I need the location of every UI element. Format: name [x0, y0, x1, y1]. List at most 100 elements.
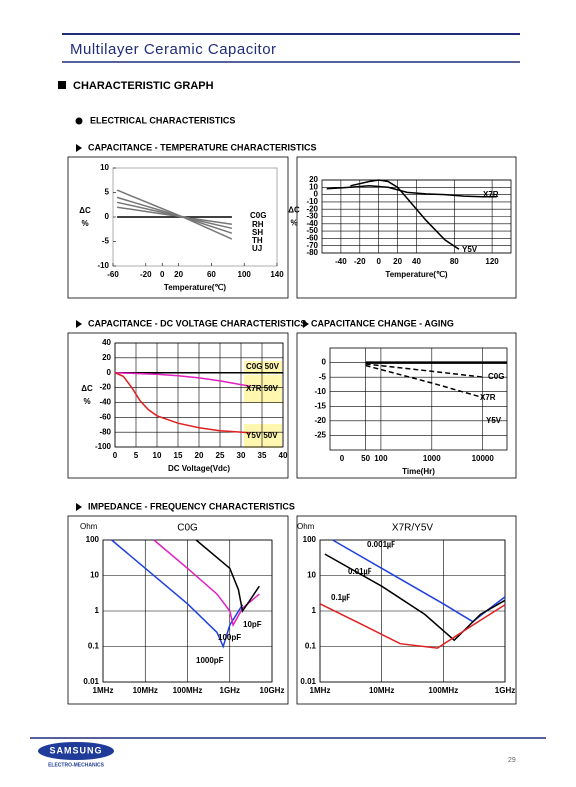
chart-frame	[67, 332, 289, 479]
x-tick-label: 80	[450, 257, 459, 266]
x-tick-label: 10	[153, 451, 162, 460]
y-tick-label: 10	[309, 182, 318, 191]
y-tick-label: -60	[99, 412, 111, 421]
section-title: CHARACTERISTIC GRAPH	[73, 80, 214, 92]
y-tick-label: -40	[306, 219, 318, 228]
x-axis-label: Time(Hr)	[402, 467, 435, 476]
x-tick-label: 20	[195, 451, 204, 460]
x-tick-label: 20	[174, 270, 183, 279]
series-line	[365, 363, 483, 378]
bullet	[75, 117, 83, 125]
arrow	[76, 144, 82, 152]
y-tick-label: -80	[306, 248, 318, 257]
series-line	[332, 539, 506, 623]
logo	[38, 742, 114, 760]
y-tick-label: 100	[303, 535, 317, 544]
x-tick-label: 100	[374, 454, 388, 463]
series-label: 100pF	[218, 633, 241, 642]
x-tick-label: 20	[393, 257, 402, 266]
x-axis-label: Temperature(℃)	[385, 270, 448, 279]
series-label: Y5V 50V	[246, 431, 278, 440]
series-label: 0.01㎌	[348, 567, 372, 577]
y-tick-label: 0.01	[83, 677, 99, 686]
chart-title: C0G	[177, 523, 198, 534]
series-label: C0G	[250, 211, 266, 220]
x-tick-label: -20	[140, 270, 152, 279]
y-tick-label: -40	[99, 398, 111, 407]
y-tick-label: 0.1	[88, 642, 100, 651]
x-tick-label: 10MHz	[133, 686, 158, 695]
y-tick-label: 5	[105, 188, 110, 197]
y-tick-label: -70	[306, 241, 318, 250]
y-tick-label: 20	[309, 175, 318, 184]
chart-frame	[296, 156, 517, 299]
series-label: Y5V	[486, 416, 502, 425]
y-axis-label: Ohm	[297, 522, 315, 531]
x-tick-label: 10000	[472, 454, 495, 463]
y-tick-label: -20	[99, 383, 111, 392]
arrow	[76, 503, 82, 511]
x-tick-label: 140	[270, 270, 284, 279]
y-tick-label: -10	[314, 387, 326, 396]
x-tick-label: 10GHz	[260, 686, 285, 695]
y-tick-label: -30	[306, 212, 318, 221]
x-tick-label: 0	[113, 451, 118, 460]
division: ELECTRO-MECHANICS	[48, 762, 104, 768]
chart-frame	[296, 515, 517, 705]
series-line	[153, 539, 260, 628]
series-line	[116, 189, 233, 240]
series-line	[324, 553, 506, 642]
y-axis-unit: %	[290, 219, 297, 228]
y-tick-label: -10	[97, 261, 109, 270]
series-label: X7R	[480, 393, 496, 402]
bullet	[58, 81, 66, 89]
plot-area	[329, 347, 508, 451]
x-tick-label: 1GHz	[220, 686, 240, 695]
heading: IMPEDANCE - FREQUENCY CHARACTERISTICS	[88, 501, 295, 511]
x-tick-label: 0	[160, 270, 165, 279]
x-axis-label: Temperature(℃)	[164, 283, 227, 292]
header-title: Multilayer Ceramic Capacitor	[70, 41, 277, 58]
x-tick-label: 40	[412, 257, 421, 266]
heading: CAPACITANCE - DC VOLTAGE CHARACTERISTICS	[88, 318, 306, 328]
x-tick-label: 35	[258, 451, 267, 460]
series-line	[319, 603, 506, 649]
label-box	[244, 361, 282, 374]
series-line	[365, 364, 483, 399]
y-tick-label: -20	[306, 204, 318, 213]
y-tick-label: -15	[314, 401, 326, 410]
x-tick-label: 100	[238, 270, 252, 279]
chart-frame	[67, 156, 289, 299]
x-tick-label: 0	[340, 454, 345, 463]
y-tick-label: 10	[90, 571, 99, 580]
x-tick-label: 10MHz	[369, 686, 394, 695]
series-label: UJ	[252, 244, 262, 253]
y-axis-label: ΔC	[79, 206, 91, 215]
heading: CAPACITANCE CHANGE - AGING	[311, 318, 454, 328]
y-axis-unit: %	[81, 219, 88, 228]
y-tick-label: -25	[314, 431, 326, 440]
y-tick-label: 0.1	[305, 642, 317, 651]
y-tick-label: 0	[322, 358, 327, 367]
series-label: TH	[252, 236, 263, 245]
y-tick-label: 1	[95, 606, 100, 615]
series-line	[195, 539, 260, 613]
y-tick-label: 10	[307, 571, 316, 580]
y-tick-label: -10	[306, 197, 318, 206]
chart-title: X7R/Y5V	[392, 523, 433, 534]
series-line	[114, 371, 250, 387]
series-label: Y5V	[462, 245, 478, 254]
series-label: 10pF	[243, 620, 262, 629]
x-tick-label: 60	[207, 270, 216, 279]
series-label: 0.1㎌	[331, 593, 350, 603]
arrow	[76, 320, 82, 328]
logo-text: SAMSUNG	[49, 745, 102, 755]
y-tick-label: -5	[102, 237, 110, 246]
x-tick-label: 100MHz	[173, 686, 203, 695]
x-tick-label: -20	[354, 257, 366, 266]
x-tick-label: 15	[174, 451, 183, 460]
x-tick-label: 5	[134, 451, 139, 460]
y-axis-label: ΔC	[288, 206, 300, 215]
x-tick-label: 0	[376, 257, 381, 266]
x-axis-label: DC Voltage(Vdc)	[168, 464, 230, 473]
